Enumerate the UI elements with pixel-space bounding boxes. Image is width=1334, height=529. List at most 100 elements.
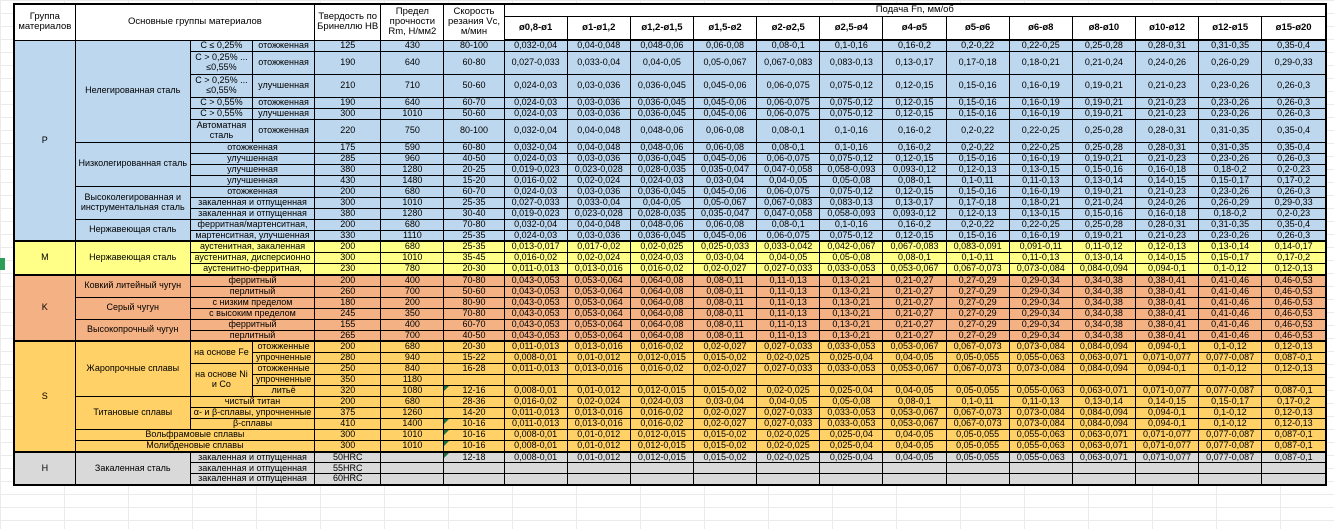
cell-feed-value[interactable]: 0,12-0,15 — [882, 107, 947, 120]
cell-feed-value[interactable]: 0,055-0,063 — [1008, 440, 1073, 453]
cell-feed-value[interactable]: 0,025-0,04 — [819, 450, 884, 464]
cell-feed-value[interactable]: 0,29-0,34 — [1008, 273, 1073, 287]
cell-feed-value[interactable]: 0,075-0,12 — [819, 185, 884, 198]
cell-feed-value[interactable]: 0,26-0,3 — [1261, 107, 1327, 120]
cell-feed-value[interactable]: 0,29-0,34 — [1008, 296, 1073, 309]
cell-material-family[interactable]: Серый чугун — [74, 296, 191, 320]
cell-feed-value[interactable]: 0,036-0,045 — [629, 96, 694, 109]
cell-feed-value[interactable]: 0,03-0,036 — [566, 185, 631, 198]
cell-label[interactable]: аустенитно-ферритная, — [189, 263, 316, 276]
cell-feed-value[interactable]: 0,05-0,055 — [945, 440, 1010, 453]
cell-feed-value[interactable]: 0,033-0,053 — [819, 363, 884, 376]
header-feed-col[interactable]: ø1-ø1,2 — [566, 15, 631, 41]
header-feed-title[interactable]: Подача Fn, мм/об — [503, 3, 1327, 17]
cell-feed-value[interactable]: 0,075-0,12 — [819, 152, 884, 165]
cell-feed-value[interactable]: 0,06-0,08 — [692, 218, 758, 231]
cell-feed-value[interactable]: 0,05-0,08 — [819, 252, 884, 265]
cell-feed-value[interactable]: 0,084-0,094 — [1071, 263, 1136, 276]
cell-feed-value[interactable]: 0,35-0,4 — [1261, 39, 1327, 52]
cell-feed-value[interactable]: 0,15-0,17 — [1198, 252, 1263, 265]
cell-feed-value[interactable]: 0,024-0,03 — [503, 229, 568, 242]
cell-feed-value[interactable]: 0,027-0,033 — [756, 363, 821, 376]
cell-feed-value[interactable]: 0,15-0,16 — [945, 229, 1010, 242]
cell-feed-value[interactable]: 0,073-0,084 — [1008, 340, 1073, 354]
cell-cutting-speed[interactable]: 16-28 — [443, 363, 505, 376]
cell-feed-value[interactable]: 0,16-0,19 — [1008, 185, 1073, 198]
cell-feed-value[interactable] — [1134, 473, 1200, 486]
cell-feed-value[interactable]: 0,016-0,02 — [629, 418, 694, 431]
cell-strength[interactable] — [380, 462, 445, 475]
cell-feed-value[interactable]: 0,033-0,053 — [819, 418, 884, 431]
header-feed-col[interactable]: ø2-ø2,5 — [756, 15, 821, 41]
cell-feed-value[interactable]: 0,063-0,071 — [1071, 385, 1136, 398]
header-feed-col[interactable]: ø5-ø6 — [945, 15, 1010, 41]
cell-cutting-speed[interactable]: 12-18 — [443, 450, 505, 464]
cell-hardness[interactable]: 180 — [314, 296, 382, 309]
cell-iso-group[interactable]: H — [13, 450, 76, 486]
cell-feed-value[interactable]: 0,073-0,084 — [1008, 263, 1073, 276]
cell-cutting-speed[interactable]: 40-50 — [443, 329, 505, 342]
cell-material-family[interactable]: Закаленная сталь — [74, 450, 191, 486]
cell-feed-value[interactable]: 0,02-0,025 — [629, 240, 694, 254]
cell-feed-value[interactable]: 0,067-0,073 — [945, 263, 1010, 276]
cell-feed-value[interactable]: 0,14-0,15 — [1134, 252, 1200, 265]
header-strength[interactable]: Предел прочности Rm, Н/мм2 — [380, 3, 445, 41]
cell-feed-value[interactable]: 0,34-0,38 — [1071, 285, 1136, 298]
cell-hardness[interactable]: 200 — [314, 340, 382, 354]
cell-feed-value[interactable]: 0,21-0,23 — [1134, 229, 1200, 242]
cell-feed-value[interactable]: 0,053-0,064 — [566, 307, 631, 320]
cell-feed-value[interactable]: 0,045-0,06 — [692, 96, 758, 109]
cell-feed-value[interactable]: 0,34-0,38 — [1071, 318, 1136, 331]
cell-feed-value[interactable]: 0,06-0,075 — [756, 185, 821, 198]
cell-feed-value[interactable]: 0,26-0,3 — [1261, 96, 1327, 109]
cell-feed-value[interactable]: 0,077-0,087 — [1198, 450, 1263, 464]
cell-strength[interactable]: 710 — [380, 73, 445, 98]
cell-feed-value[interactable]: 0,06-0,075 — [756, 107, 821, 120]
cell-feed-value[interactable]: 0,13-0,14 — [1198, 240, 1263, 254]
cell-feed-value[interactable]: 0,21-0,23 — [1134, 73, 1200, 98]
header-feed-col[interactable]: ø4-ø5 — [882, 15, 947, 41]
cell-feed-value[interactable]: 0,21-0,23 — [1134, 152, 1200, 165]
cell-feed-value[interactable]: 0,12-0,13 — [1134, 240, 1200, 254]
cell-feed-value[interactable] — [692, 374, 758, 387]
cell-hardness[interactable]: 60HRC — [314, 473, 382, 486]
cell-strength[interactable]: 680 — [380, 396, 445, 409]
cell-strength[interactable]: 680 — [380, 218, 445, 231]
cell-feed-value[interactable]: 0,41-0,46 — [1198, 318, 1263, 331]
cell-cutting-speed[interactable]: 14-20 — [443, 407, 505, 420]
cell-feed-value[interactable] — [1071, 374, 1136, 387]
cell-feed-value[interactable]: 0,11-0,13 — [756, 285, 821, 298]
cell-feed-value[interactable]: 0,011-0,013 — [503, 418, 568, 431]
cell-feed-value[interactable]: 0,016-0,02 — [503, 252, 568, 265]
cell-feed-value[interactable]: 0,04-0,05 — [882, 429, 947, 442]
cell-hardness[interactable]: 265 — [314, 329, 382, 342]
cell-feed-value[interactable]: 0,19-0,21 — [1071, 229, 1136, 242]
cell-feed-value[interactable] — [882, 473, 947, 486]
cell-feed-value[interactable]: 0,21-0,27 — [882, 285, 947, 298]
cell-strength[interactable]: 350 — [380, 307, 445, 320]
cell-feed-value[interactable]: 0,067-0,083 — [882, 240, 947, 254]
cell-feed-value[interactable]: 0,11-0,12 — [1071, 240, 1136, 254]
cell-feed-value[interactable]: 0,048-0,06 — [629, 218, 694, 231]
cell-hardness[interactable]: 245 — [314, 307, 382, 320]
cell-strength[interactable]: 1260 — [380, 407, 445, 420]
cell-feed-value[interactable]: 0,13-0,21 — [819, 296, 884, 309]
header-feed-col[interactable]: ø2,5-ø4 — [819, 15, 884, 41]
cell-feed-value[interactable]: 0,008-0,01 — [503, 352, 568, 365]
cell-feed-value[interactable]: 0,03-0,04 — [692, 396, 758, 409]
cell-material-family[interactable]: Молибденовые сплавы — [74, 440, 316, 453]
cell-feed-value[interactable]: 0,032-0,04 — [503, 218, 568, 231]
cell-feed-value[interactable]: 0,28-0,31 — [1134, 39, 1200, 52]
cell-feed-value[interactable]: 0,27-0,29 — [945, 318, 1010, 331]
cell-feed-value[interactable]: 0,075-0,12 — [819, 229, 884, 242]
cell-feed-value[interactable]: 0,077-0,087 — [1198, 385, 1263, 398]
cell-cutting-speed[interactable]: 35-45 — [443, 252, 505, 265]
cell-iso-group[interactable]: K — [13, 273, 76, 342]
cell-feed-value[interactable]: 0,08-0,1 — [882, 396, 947, 409]
cell-feed-value[interactable]: 0,13-0,21 — [819, 318, 884, 331]
cell-feed-value[interactable]: 0,29-0,34 — [1008, 329, 1073, 342]
cell-feed-value[interactable]: 0,2-0,23 — [1261, 207, 1327, 220]
cell-feed-value[interactable]: 0,067-0,073 — [945, 418, 1010, 431]
cell-feed-value[interactable]: 0,02-0,024 — [566, 174, 631, 187]
cell-iso-group[interactable]: S — [13, 340, 76, 453]
